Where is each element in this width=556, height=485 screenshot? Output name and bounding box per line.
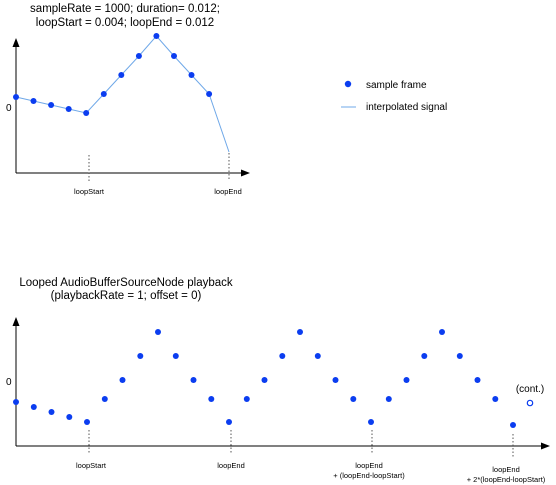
bottom-sample-frame (297, 329, 303, 335)
top-y-axis-arrow (12, 38, 20, 47)
continuation-label: (cont.) (516, 384, 544, 395)
bottom-sample-frame (456, 353, 463, 359)
bottom-sample-frame (510, 422, 516, 428)
bottom-sample-frame (172, 353, 179, 359)
top-panel: sampleRate = 1000; duration= 0.012; loop… (6, 3, 250, 196)
bottom-marker-3-label-line-2: + (loopEnd-loopStart) (333, 471, 405, 480)
bottom-sample-frame (66, 414, 73, 420)
bottom-sample-frame (314, 353, 321, 359)
top-sample-frame (153, 33, 160, 39)
bottom-sample-frame (155, 329, 161, 335)
legend-sample-label: sample frame (366, 80, 427, 91)
top-interpolated-signal (15, 35, 230, 153)
top-sample-frame (135, 53, 142, 59)
top-sample-frames (13, 33, 213, 116)
top-sample-frame (206, 91, 213, 97)
top-zero-label: 0 (6, 103, 12, 114)
bottom-panel: Looped AudioBufferSourceNode playback (p… (6, 277, 550, 484)
bottom-marker-1-label: loopStart (76, 461, 107, 470)
top-marker-loopend-label: loopEnd (214, 187, 242, 196)
bottom-y-axis-arrow (12, 317, 20, 326)
legend-sample-marker (344, 80, 352, 88)
bottom-sample-frame (368, 419, 374, 425)
top-sample-frame (48, 102, 55, 108)
bottom-sample-frame (190, 377, 197, 383)
top-sample-frame (30, 98, 37, 104)
bottom-sample-frame (439, 329, 445, 335)
top-sample-frame (13, 94, 19, 100)
legend-signal-label: interpolated signal (366, 102, 447, 113)
bottom-sample-frame (350, 396, 357, 402)
bottom-title-line-1: Looped AudioBufferSourceNode playback (19, 277, 233, 289)
bottom-sample-frame (48, 409, 55, 415)
bottom-sample-frames (13, 329, 516, 428)
top-sample-frame (171, 53, 177, 59)
legend: sample frame interpolated signal (341, 80, 447, 113)
top-title-line-1: sampleRate = 1000; duration= 0.012; (30, 3, 220, 15)
top-sample-frame (100, 91, 107, 97)
bottom-marker-2-label: loopEnd (217, 461, 245, 470)
bottom-sample-frame (137, 353, 144, 359)
top-x-axis-arrow (241, 169, 250, 177)
bottom-sample-frame (261, 377, 268, 383)
bottom-sample-frame (332, 377, 339, 383)
bottom-sample-frame (208, 396, 215, 402)
bottom-marker-4-label-line-1: loopEnd (492, 465, 520, 474)
bottom-sample-frame (226, 419, 232, 425)
bottom-sample-frame (13, 399, 19, 405)
bottom-x-axis-arrow (541, 442, 550, 450)
top-sample-frame (83, 110, 90, 116)
bottom-sample-frame (474, 377, 481, 383)
bottom-title-line-2: (playbackRate = 1; offset = 0) (51, 290, 202, 302)
bottom-sample-frame (279, 353, 286, 359)
bottom-sample-frame (101, 396, 108, 402)
bottom-sample-frame (84, 419, 90, 425)
bottom-sample-frame (421, 353, 428, 359)
bottom-sample-frame (492, 396, 499, 402)
bottom-sample-frame (119, 377, 126, 383)
top-sample-frame (118, 72, 125, 78)
bottom-marker-3-label-line-1: loopEnd (355, 461, 383, 470)
bottom-zero-label: 0 (6, 377, 12, 388)
bottom-sample-frame (385, 396, 392, 402)
top-title-line-2: loopStart = 0.004; loopEnd = 0.012 (36, 17, 214, 29)
top-marker-loopstart-label: loopStart (74, 187, 105, 196)
bottom-sample-frame (30, 404, 37, 410)
bottom-sample-frame (243, 396, 250, 402)
bottom-sample-frame (403, 377, 410, 383)
top-sample-frame (65, 106, 72, 112)
continuation-sample-marker (526, 399, 534, 407)
top-sample-frame (188, 72, 195, 78)
bottom-marker-4-label-line-2: + 2*(loopEnd-loopStart) (467, 475, 546, 484)
